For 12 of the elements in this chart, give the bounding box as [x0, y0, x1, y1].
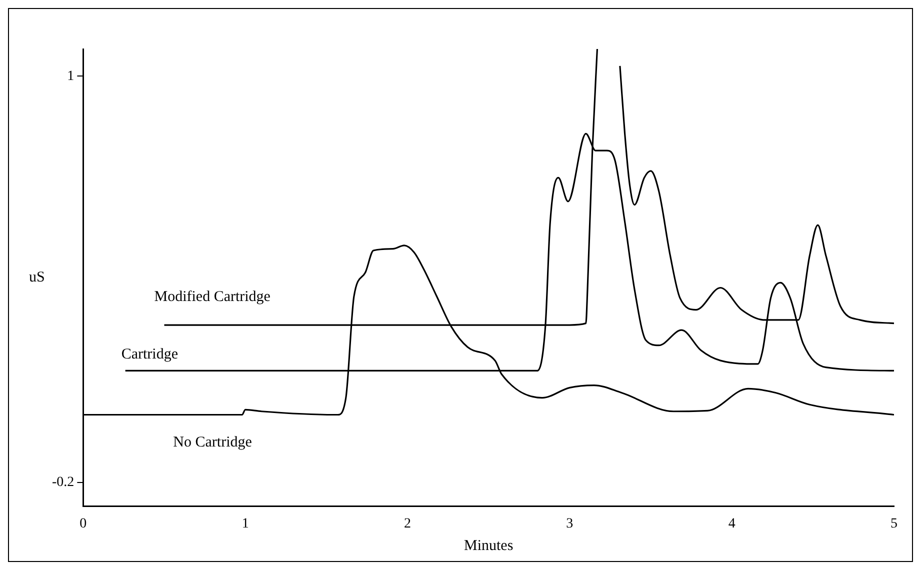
x-tick-label: 0: [80, 516, 87, 532]
x-tick-label: 3: [566, 516, 574, 532]
x-tick-label: 1: [242, 516, 249, 532]
series-label: Modified Cartridge: [154, 288, 271, 305]
series-label: No Cartridge: [173, 434, 252, 451]
x-tick-label: 5: [890, 516, 898, 532]
y-tick-label: -0.2: [52, 475, 74, 490]
y-axis-title: uS: [29, 270, 45, 286]
x-tick-label: 4: [728, 516, 736, 532]
x-tick-label: 2: [404, 516, 411, 532]
x-axis-title: Minutes: [464, 538, 514, 554]
series-label: Cartridge: [121, 346, 178, 363]
